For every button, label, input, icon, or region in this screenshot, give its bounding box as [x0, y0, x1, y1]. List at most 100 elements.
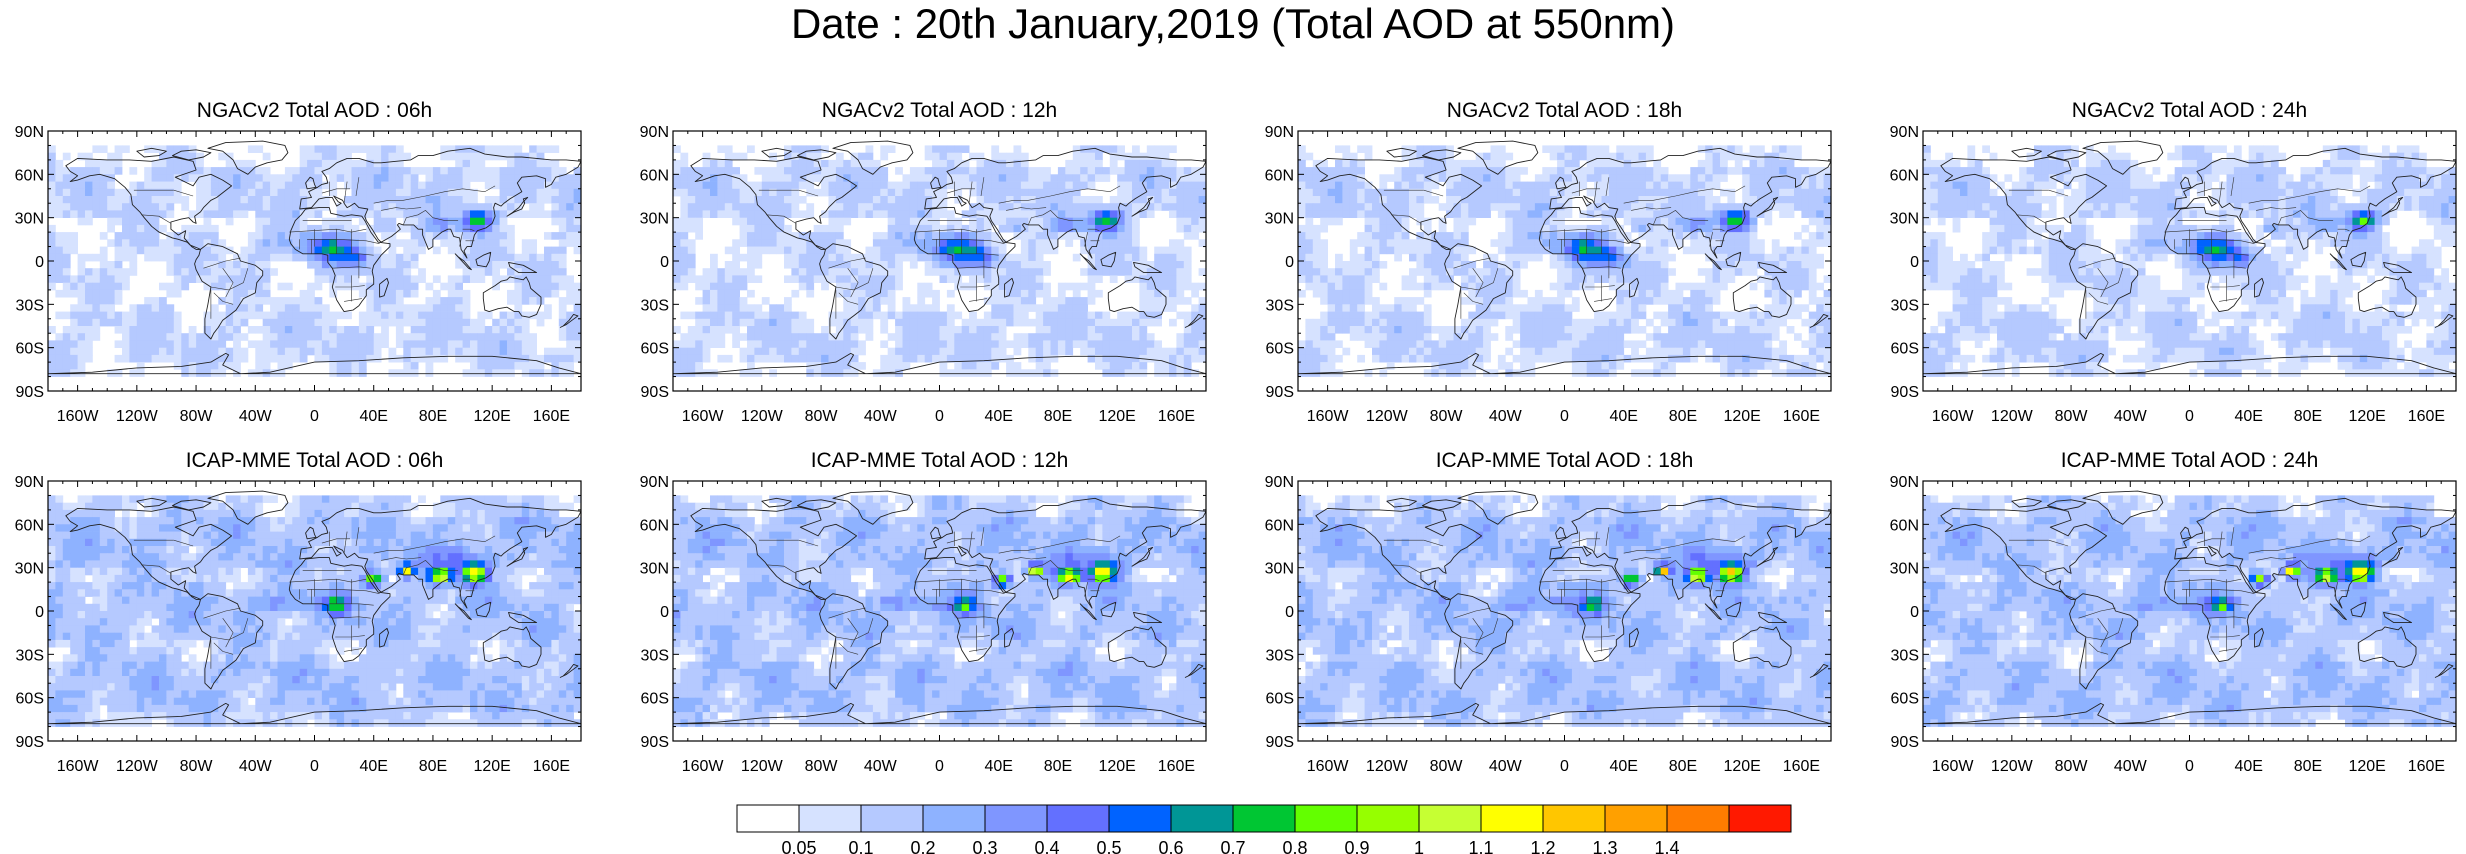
- lon-tick-label: 40W: [239, 758, 273, 775]
- lat-tick-label: 0: [35, 604, 44, 621]
- axis-ticks: [47, 480, 582, 742]
- lon-tick-label: 120W: [741, 758, 784, 775]
- lat-tick-label: 30S: [1891, 647, 1919, 664]
- colorbar-label: 1: [1414, 838, 1424, 854]
- lat-tick-label: 0: [660, 254, 669, 271]
- colorbar-label: 0.9: [1344, 838, 1369, 854]
- lat-tick-label: 30N: [640, 561, 669, 578]
- country-borders: [758, 177, 1121, 319]
- lat-tick-label: 60N: [15, 167, 44, 184]
- lat-tick-label: 90N: [1890, 124, 1919, 141]
- lat-tick-label: 60S: [1266, 341, 1294, 358]
- country-borders: [2008, 527, 2371, 669]
- colorbar-label: 0.5: [1096, 838, 1121, 854]
- lon-tick-label: 160E: [1783, 758, 1820, 775]
- lon-tick-label: 40W: [1489, 408, 1523, 425]
- lon-tick-label: 120E: [473, 408, 510, 425]
- colorbar-swatch: [1170, 804, 1234, 833]
- lat-tick-label: 30S: [1266, 647, 1294, 664]
- lat-tick-label: 30S: [16, 297, 44, 314]
- lon-tick-label: 120E: [1723, 758, 1760, 775]
- lon-tick-label: 160E: [533, 408, 570, 425]
- panel-title: NGACv2 Total AOD : 24h: [2072, 99, 2307, 122]
- lon-tick-label: 80W: [180, 758, 214, 775]
- lon-tick-label: 160E: [1158, 408, 1195, 425]
- lat-tick-label: 60N: [1890, 517, 1919, 534]
- lat-tick-label: 0: [1285, 254, 1294, 271]
- panel-title: ICAP-MME Total AOD : 12h: [811, 449, 1069, 472]
- lon-tick-label: 40E: [2234, 408, 2262, 425]
- aod-field: [1923, 495, 2457, 727]
- country-borders: [1383, 177, 1746, 319]
- coastlines: [1922, 140, 2457, 375]
- lon-tick-label: 120E: [2348, 758, 2385, 775]
- lat-tick-label: 60N: [1265, 167, 1294, 184]
- lat-tick-label: 90N: [640, 124, 669, 141]
- colorbar-swatch: [1232, 804, 1296, 833]
- lat-tick-label: 0: [1285, 604, 1294, 621]
- colorbar-swatch: [1666, 804, 1730, 833]
- country-borders: [1383, 527, 1746, 669]
- colorbar-swatch: [798, 804, 862, 833]
- coastlines: [47, 490, 582, 725]
- lat-tick-label: 90N: [640, 474, 669, 491]
- colorbar-label: 0.1: [848, 838, 873, 854]
- figure-title: Date : 20th January,2019 (Total AOD at 5…: [790, 0, 1676, 47]
- colorbar-label: 0.7: [1220, 838, 1245, 854]
- coastlines: [47, 140, 582, 375]
- lon-tick-label: 0: [310, 408, 319, 425]
- lon-tick-label: 40W: [864, 758, 898, 775]
- lat-tick-label: 60S: [16, 341, 44, 358]
- lat-tick-label: 60S: [641, 341, 669, 358]
- lat-tick-label: 30S: [16, 647, 44, 664]
- colorbar-swatch: [1294, 804, 1358, 833]
- lon-tick-label: 120W: [116, 408, 159, 425]
- country-borders: [758, 527, 1121, 669]
- colorbar-label: 0.3: [972, 838, 997, 854]
- axis-ticks: [1297, 480, 1832, 742]
- lon-tick-label: 40W: [2114, 408, 2148, 425]
- lon-tick-label: 80E: [1044, 758, 1072, 775]
- aod-field: [48, 145, 582, 377]
- lon-tick-label: 80E: [1669, 408, 1697, 425]
- lat-tick-label: 30N: [15, 561, 44, 578]
- colorbar-swatch: [1108, 804, 1172, 833]
- axis-ticks: [1297, 130, 1832, 392]
- lon-tick-label: 160W: [57, 408, 100, 425]
- lat-tick-label: 90S: [1266, 384, 1294, 401]
- colorbar-label: 1.3: [1592, 838, 1617, 854]
- lon-tick-label: 80E: [1044, 408, 1072, 425]
- lat-tick-label: 0: [1910, 604, 1919, 621]
- lon-tick-label: 160W: [1932, 758, 1975, 775]
- aod-field: [1923, 145, 2457, 377]
- lon-tick-label: 160E: [1158, 758, 1195, 775]
- colorbar-swatch: [1542, 804, 1606, 833]
- lat-tick-label: 90N: [1890, 474, 1919, 491]
- lon-tick-label: 160W: [1932, 408, 1975, 425]
- axis-ticks: [672, 130, 1207, 392]
- lon-tick-label: 40W: [2114, 758, 2148, 775]
- lat-tick-label: 0: [1910, 254, 1919, 271]
- lat-tick-label: 60N: [640, 167, 669, 184]
- map-panel: NGACv2 Total AOD : 06h 160W 120W 80W 40W 0 40E…: [15, 99, 582, 425]
- panel-title: NGACv2 Total AOD : 06h: [197, 99, 432, 122]
- colorbar-label: 1.1: [1468, 838, 1493, 854]
- lon-tick-label: 0: [2185, 408, 2194, 425]
- lat-tick-label: 60N: [640, 517, 669, 534]
- panel-title: ICAP-MME Total AOD : 18h: [1436, 449, 1694, 472]
- panel-title: NGACv2 Total AOD : 12h: [822, 99, 1057, 122]
- lon-tick-label: 40E: [2234, 758, 2262, 775]
- lon-tick-label: 160E: [2408, 758, 2445, 775]
- lon-tick-label: 80W: [180, 408, 214, 425]
- lat-tick-label: 90N: [15, 124, 44, 141]
- aod-field: [1298, 145, 1832, 377]
- aod-field: [1298, 495, 1832, 727]
- lon-tick-label: 80W: [2055, 408, 2089, 425]
- lon-tick-label: 40W: [864, 408, 898, 425]
- lon-tick-label: 0: [310, 758, 319, 775]
- lat-tick-label: 30S: [641, 297, 669, 314]
- lon-tick-label: 40E: [359, 758, 387, 775]
- lat-tick-label: 90S: [641, 734, 669, 751]
- lon-tick-label: 80E: [2294, 758, 2322, 775]
